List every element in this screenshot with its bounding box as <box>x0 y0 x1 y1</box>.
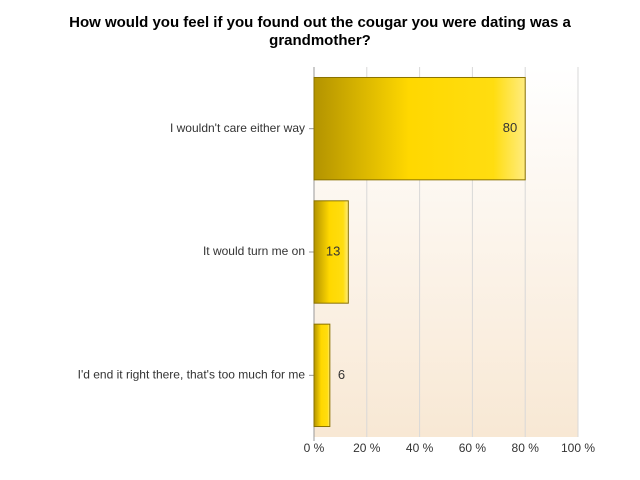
data-label: 80 <box>503 120 517 135</box>
x-tick-label: 20 % <box>353 441 381 455</box>
y-tick-label: It would turn me on <box>203 244 305 258</box>
y-tick-label: I wouldn't care either way <box>170 121 305 135</box>
x-tick-label: 0 % <box>304 441 325 455</box>
x-tick-label: 80 % <box>512 441 540 455</box>
bar <box>313 200 349 304</box>
x-tick-label: 60 % <box>459 441 487 455</box>
x-tick-label: 100 % <box>561 441 595 455</box>
chart-title: How would you feel if you found out the … <box>69 14 571 49</box>
bar <box>313 323 331 428</box>
data-label: 13 <box>326 243 340 258</box>
y-tick-label: I'd end it right there, that's too much … <box>78 368 306 382</box>
bar <box>313 76 526 181</box>
x-tick-label: 40 % <box>406 441 434 455</box>
data-label: 6 <box>338 367 345 382</box>
